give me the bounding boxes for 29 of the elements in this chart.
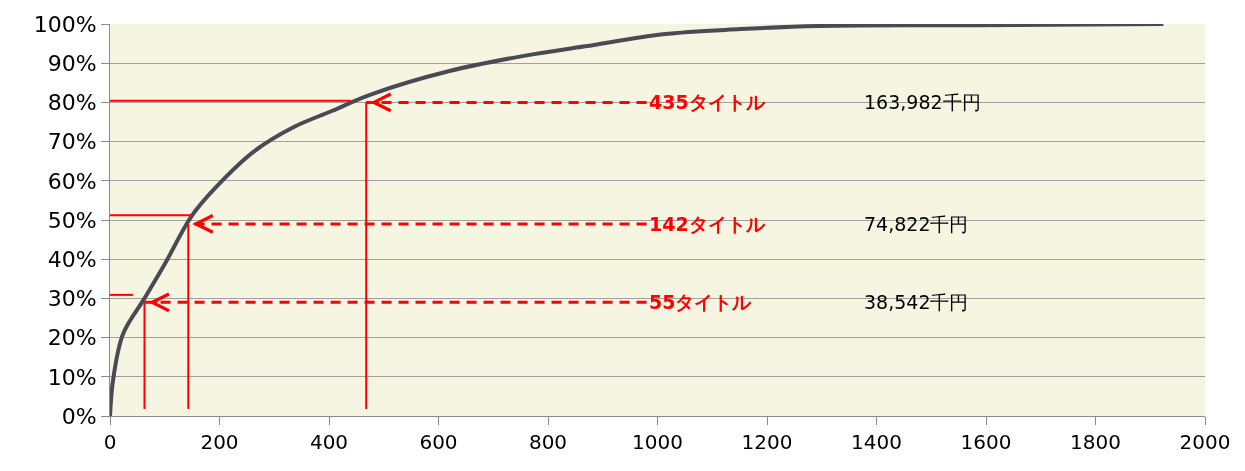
x-tick-label: 1600 [960,430,1012,454]
x-tick-label: 200 [200,430,239,454]
annotation: 38,542千円 [864,291,969,313]
y-tick-label: 50% [47,207,97,233]
y-tick-label: 90% [47,50,97,76]
y-tick-label: 60% [47,168,97,194]
y-tick-label: 80% [47,90,97,116]
x-tick-label: 1400 [851,430,902,454]
y-tick-label: 0% [61,403,97,429]
x-tick-label: 400 [309,430,349,454]
x-tick-label: 1200 [741,430,793,454]
annotation: 163,982千円 [864,91,981,113]
annotation: 55タイトル [649,291,753,313]
annotation: 74,822千円 [864,213,969,235]
y-tick-label: 30% [47,286,97,312]
x-tick-label: 0 [103,430,117,454]
y-tick-label: 20% [47,325,97,351]
y-tick-label: 10% [47,364,97,390]
line-series [110,24,1166,416]
y-tick-label: 40% [47,246,97,272]
x-tick-label: 800 [528,430,568,454]
annotation: 142タイトル [649,213,766,235]
x-tick-label: 600 [419,430,458,454]
x-tick-label: 1800 [1070,430,1121,454]
x-tick-label: 2000 [1179,430,1231,454]
annotation: 435タイトル [649,91,766,113]
x-tick-label: 1000 [632,430,683,454]
y-tick-label: 70% [47,129,97,155]
y-tick-label: 100% [33,11,97,37]
